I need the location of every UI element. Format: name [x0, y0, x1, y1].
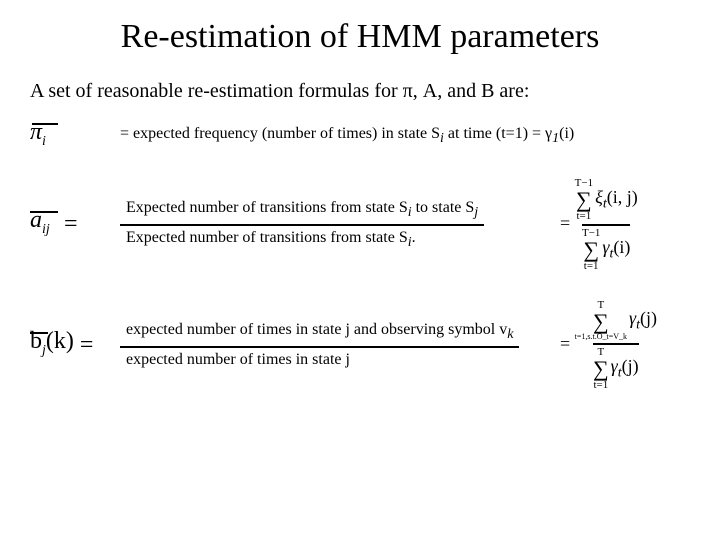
- pi-symbol: π: [30, 119, 42, 145]
- a-num-s2: j: [474, 205, 478, 220]
- pi-row: πi = expected frequency (number of times…: [30, 123, 690, 150]
- b-rhs-num: T∑t=1,s.t.O_t=V_k γt(j): [575, 300, 657, 343]
- b-denominator: expected number of times in state j: [120, 346, 519, 369]
- b-g2: γ: [611, 356, 618, 376]
- b-sld: t=1: [593, 380, 608, 391]
- a-rhs-den: T−1∑t=1 γt(i): [582, 224, 630, 272]
- a-sl: t=1: [576, 211, 591, 222]
- a-rhs-eq: =: [560, 213, 570, 233]
- b-row: bj(k) = expected number of times in stat…: [30, 300, 690, 391]
- a-sub: ij: [42, 222, 50, 237]
- a-row: aij = Expected number of transitions fro…: [30, 178, 690, 272]
- pi-mid-b: at time (t=1) = γ: [444, 125, 552, 142]
- b-symbol: b: [30, 328, 42, 354]
- a-lhs: aij =: [30, 211, 120, 238]
- b-rhs-den: T∑t=1 γt(j): [593, 343, 639, 391]
- pi-mid-a: = expected frequency (number of times) i…: [120, 125, 440, 142]
- a-den-b: .: [412, 229, 416, 246]
- b-description: expected number of times in state j and …: [120, 321, 552, 369]
- b-g1a: (j): [640, 308, 657, 328]
- a-rhs-num: T−1∑t=1 ξt(i, j): [575, 178, 638, 224]
- a-rhs: = T−1∑t=1 ξt(i, j) T−1∑t=1 γt(i): [552, 178, 690, 272]
- intro-text: A set of reasonable re-estimation formul…: [30, 80, 690, 103]
- a-xi-a: (i, j): [607, 187, 638, 207]
- slide-title: Re-estimation of HMM parameters: [30, 18, 690, 56]
- b-eq: =: [80, 332, 94, 359]
- a-denominator: Expected number of transitions from stat…: [120, 224, 484, 251]
- b-numerator: expected number of times in state j and …: [120, 321, 519, 346]
- a-eq: =: [64, 211, 78, 238]
- pi-description: = expected frequency (number of times) i…: [120, 125, 690, 147]
- a-numerator: Expected number of transitions from stat…: [120, 199, 484, 224]
- a-num-a: Expected number of transitions from stat…: [126, 199, 408, 216]
- b-num-a: expected number of times in state j and …: [126, 321, 507, 338]
- b-lhs: bj(k) =: [30, 332, 120, 359]
- pi-mid-c: (i): [559, 125, 574, 142]
- b-arg: (k): [46, 328, 74, 354]
- b-num-s: k: [507, 327, 513, 342]
- a-g: γ: [602, 237, 609, 257]
- a-sl2: t=1: [584, 261, 599, 272]
- a-g-a: (i): [613, 237, 630, 257]
- a-symbol: a: [30, 207, 42, 233]
- a-description: Expected number of transitions from stat…: [120, 199, 552, 251]
- b-sln: t=1,s.t.O_t=V_k: [575, 333, 627, 341]
- b-rhs-eq: =: [560, 333, 570, 353]
- b-g2a: (j): [622, 356, 639, 376]
- b-rhs: = T∑t=1,s.t.O_t=V_k γt(j) T∑t=1 γt(j): [552, 300, 690, 391]
- a-num-b: to state S: [412, 199, 475, 216]
- pi-sub: i: [42, 134, 46, 149]
- a-den-a: Expected number of transitions from stat…: [126, 229, 408, 246]
- a-xi: ξ: [595, 187, 603, 207]
- pi-lhs: πi: [30, 123, 120, 150]
